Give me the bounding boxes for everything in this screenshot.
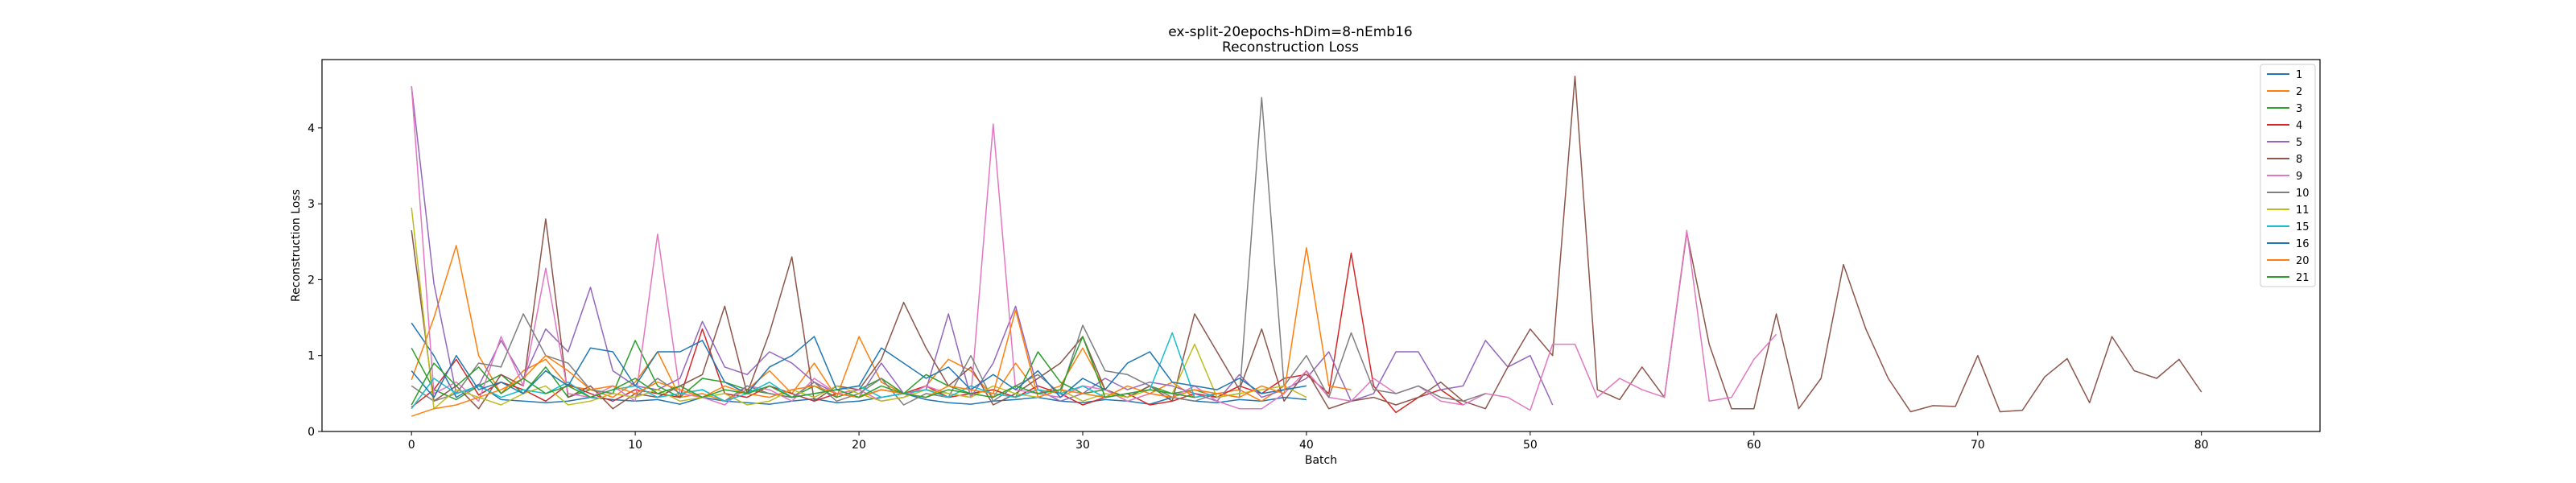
chart-subtitle: Reconstruction Loss [1222,39,1359,56]
x-tick-label: 70 [1971,439,1985,452]
x-tick-label: 0 [408,439,415,452]
y-axis-ticks: 0 1 2 3 4 [308,122,322,439]
x-tick-label: 20 [852,439,866,452]
legend-label-2: 2 [2296,86,2302,98]
x-tick-label: 50 [1523,439,1538,452]
legend-label-3: 3 [2296,103,2302,115]
legend-label-11: 11 [2296,204,2310,217]
chart-title: ex-split-20epochs-hDim=8-nEmb16 [1168,24,1413,40]
series-line-3 [411,340,1240,401]
series-line-20 [411,247,1352,417]
series-line-5 [411,85,1554,406]
legend-label-5: 5 [2296,137,2302,149]
x-tick-label: 10 [628,439,642,452]
x-tick-label: 60 [1747,439,1761,452]
series-layer [411,75,2202,417]
series-line-9 [411,85,1777,411]
y-axis-label: Reconstruction Loss [290,189,303,302]
legend-label-15: 15 [2296,221,2310,233]
y-tick-label: 0 [308,426,315,439]
x-tick-label: 80 [2194,439,2209,452]
legend-label-9: 9 [2296,171,2302,183]
x-tick-label: 40 [1299,439,1314,452]
legend-label-4: 4 [2296,120,2302,132]
x-axis-label: Batch [1305,454,1337,467]
series-line-4 [411,252,1463,414]
series-line-1 [411,322,1307,405]
y-tick-label: 4 [308,122,315,135]
x-axis-ticks: 0 10 20 30 40 50 60 70 80 [408,431,2209,452]
legend-label-1: 1 [2296,69,2302,81]
legend-label-10: 10 [2296,188,2310,200]
legend-label-8: 8 [2296,154,2302,166]
y-tick-label: 1 [308,350,315,363]
x-tick-label: 30 [1075,439,1090,452]
plot-frame [321,59,2321,432]
series-line-16 [411,336,1307,398]
series-line-11 [411,207,1307,410]
series-line-2 [411,245,1285,402]
legend-label-21: 21 [2296,272,2310,284]
legend-label-20: 20 [2296,255,2310,267]
series-line-21 [411,336,1195,406]
legend: 1 2 3 4 5 8 9 10 11 15 16 20 21 [2260,64,2316,287]
y-tick-label: 3 [308,198,315,211]
legend-label-16: 16 [2296,238,2310,250]
y-tick-label: 2 [308,274,315,287]
series-line-8 [411,75,2202,413]
